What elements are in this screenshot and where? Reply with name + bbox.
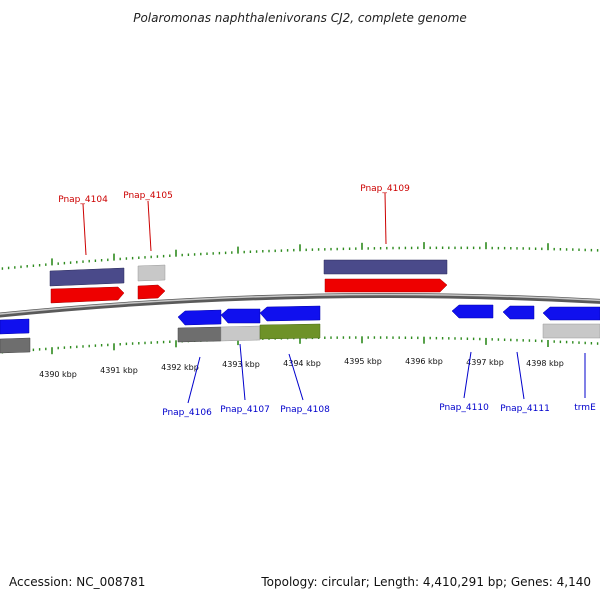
gene-bar-left-partial[interactable] — [0, 337, 31, 354]
gene-arrow-pnap-4108[interactable] — [259, 305, 321, 322]
gene-label-pnap-4109[interactable]: Pnap_4109 — [360, 184, 410, 194]
gene-label-pnap-4104[interactable]: Pnap_4104 — [58, 195, 108, 205]
genome-backbone — [0, 293, 600, 318]
outer-tick-marks — [1, 242, 599, 270]
inner-tick-marks — [1, 336, 599, 355]
gene-label-pnap-4110[interactable]: Pnap_4110 — [439, 403, 489, 413]
scale-label: 4398 kbp — [526, 359, 564, 368]
scale-label: 4390 kbp — [39, 370, 77, 379]
gene-bar-pnap-4105-outer[interactable] — [137, 264, 166, 282]
leader-line — [239, 343, 246, 401]
gene-bar-pnap-4108[interactable] — [259, 323, 321, 340]
scale-label: 4395 kbp — [344, 357, 382, 366]
scale-label: 4393 kbp — [222, 360, 260, 369]
leader-line — [516, 351, 525, 400]
gene-arrow-pnap-4107[interactable] — [220, 308, 261, 324]
gene-bar-pnap-4106[interactable] — [177, 326, 222, 343]
gene-bar-pnap-4104-outer[interactable] — [49, 267, 125, 287]
gene-bar-pnap-4107[interactable] — [220, 325, 261, 342]
gene-label-pnap-4111[interactable]: Pnap_4111 — [500, 404, 550, 414]
scale-label: 4394 kbp — [283, 359, 321, 368]
gene-bar-trme[interactable] — [542, 323, 600, 339]
leader-line — [187, 356, 201, 404]
leader-line — [463, 351, 472, 399]
gene-label-pnap-4105[interactable]: Pnap_4105 — [123, 191, 173, 201]
scale-label: 4397 kbp — [466, 358, 504, 367]
scale-labels: 4390 kbp 4391 kbp 4392 kbp 4393 kbp 4394… — [39, 357, 564, 379]
scale-label: 4396 kbp — [405, 357, 443, 366]
gene-label-trme[interactable]: trmE — [574, 403, 596, 413]
gene-bar-pnap-4109-outer[interactable] — [323, 259, 448, 275]
forward-strand-genes — [49, 259, 448, 304]
reverse-gene-labels: Pnap_4106 Pnap_4107 Pnap_4108 Pnap_4110 … — [162, 343, 596, 418]
gene-label-pnap-4106[interactable]: Pnap_4106 — [162, 408, 212, 418]
gene-arrow-pnap-4111[interactable] — [502, 305, 535, 320]
accession-text: Accession: NC_008781 — [9, 575, 145, 589]
leader-line — [82, 203, 87, 256]
leader-line — [147, 200, 152, 252]
gene-arrow-pnap-4105[interactable] — [137, 284, 166, 300]
gene-label-pnap-4107[interactable]: Pnap_4107 — [220, 405, 270, 415]
gene-arrow-left-partial[interactable] — [0, 318, 30, 335]
forward-gene-labels: Pnap_4104 Pnap_4105 Pnap_4109 — [58, 184, 410, 256]
scale-label: 4392 kbp — [161, 363, 199, 372]
gene-arrow-pnap-4106[interactable] — [177, 309, 222, 326]
gene-arrow-trme[interactable] — [542, 306, 600, 321]
scale-label: 4391 kbp — [100, 366, 138, 375]
reverse-strand-genes — [0, 304, 600, 354]
gene-arrow-pnap-4104[interactable] — [50, 286, 125, 304]
gene-label-pnap-4108[interactable]: Pnap_4108 — [280, 405, 330, 415]
genome-summary-text: Topology: circular; Length: 4,410,291 bp… — [260, 575, 591, 589]
map-title: Polaromonas naphthalenivorans CJ2, compl… — [133, 11, 467, 25]
gene-arrow-pnap-4109[interactable] — [324, 278, 448, 293]
leader-line — [384, 192, 387, 245]
gene-arrow-pnap-4110[interactable] — [451, 304, 494, 319]
leader-line — [288, 353, 304, 401]
